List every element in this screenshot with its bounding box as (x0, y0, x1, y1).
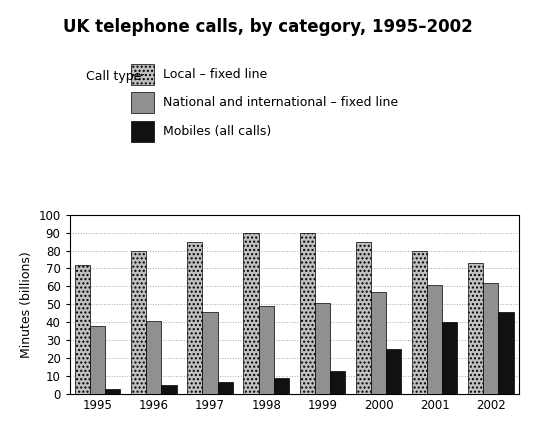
Bar (187, 242, 202, 394)
Bar (146, 321, 162, 394)
Bar (105, 389, 120, 394)
Bar (131, 251, 146, 394)
Bar (442, 322, 457, 394)
Bar (274, 378, 289, 394)
Bar (468, 263, 483, 394)
Text: UK telephone calls, by category, 1995–2002: UK telephone calls, by category, 1995–20… (63, 18, 472, 35)
Bar (300, 233, 315, 394)
Bar (427, 285, 442, 394)
Bar (499, 311, 514, 394)
Text: Call type:: Call type: (86, 70, 145, 83)
Bar (371, 292, 386, 394)
Bar (356, 242, 371, 394)
Text: Local – fixed line: Local – fixed line (163, 68, 268, 81)
Bar (412, 251, 427, 394)
Bar (386, 350, 401, 394)
Y-axis label: Minutes (billions): Minutes (billions) (20, 251, 33, 358)
Bar (162, 385, 177, 394)
Bar (90, 326, 105, 394)
Text: National and international – fixed line: National and international – fixed line (163, 96, 398, 110)
Bar (315, 303, 330, 394)
Bar (75, 265, 90, 394)
Text: Mobiles (all calls): Mobiles (all calls) (163, 125, 271, 138)
Bar (218, 381, 233, 394)
Bar (330, 371, 345, 394)
Bar (202, 311, 218, 394)
Bar (483, 283, 499, 394)
Bar (243, 233, 258, 394)
Bar (258, 306, 274, 394)
